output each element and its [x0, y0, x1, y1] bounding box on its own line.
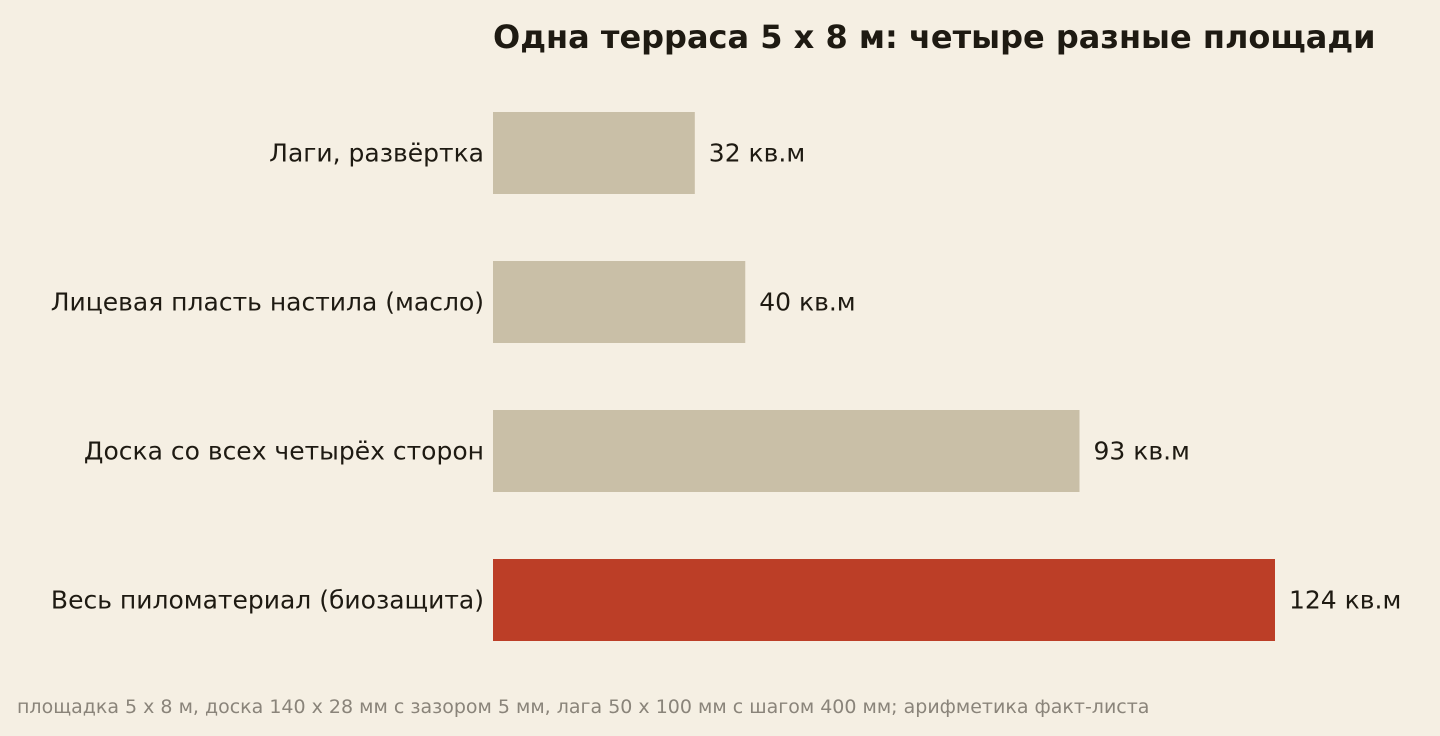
- bars-layer: [493, 112, 1275, 641]
- bar-4: [493, 559, 1275, 641]
- chart-title: Одна терраса 5 х 8 м: четыре разные площ…: [493, 18, 1376, 56]
- value-label-1: 32 кв.м: [709, 139, 805, 168]
- category-label-2: Лицевая пласть настила (масло): [51, 288, 484, 317]
- category-label-3: Доска со всех четырёх сторон: [84, 437, 484, 466]
- value-label-3: 93 кв.м: [1094, 437, 1190, 466]
- bar-1: [493, 112, 695, 194]
- bar-3: [493, 410, 1080, 492]
- chart-footnote: площадка 5 х 8 м, доска 140 х 28 мм с за…: [17, 696, 1150, 718]
- value-label-4: 124 кв.м: [1289, 586, 1401, 615]
- category-label-4: Весь пиломатериал (биозащита): [51, 586, 484, 615]
- category-label-1: Лаги, развёртка: [269, 139, 484, 168]
- category-labels: Лаги, развёртка Лицевая пласть настила (м…: [51, 139, 484, 615]
- value-labels: 32 кв.м 40 кв.м 93 кв.м 124 кв.м: [709, 139, 1402, 615]
- bar-2: [493, 261, 746, 343]
- value-label-2: 40 кв.м: [759, 288, 855, 317]
